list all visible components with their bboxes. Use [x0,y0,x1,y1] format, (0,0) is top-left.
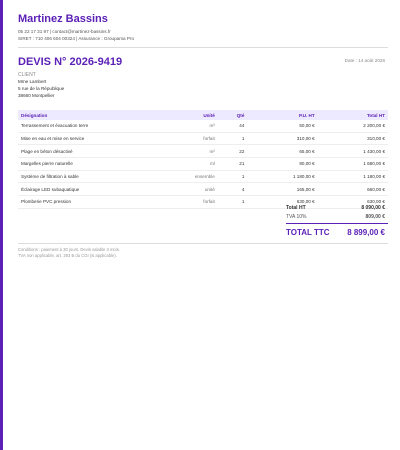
cell: ensemble [166,170,218,184]
cell: 1 430,00 € [317,144,388,159]
header-row: Désignation Unité Qté P.U. HT Total HT [18,110,388,120]
cell: 50,00 € [247,120,318,133]
cell: ml [166,157,218,171]
cell: 21 [217,157,248,171]
cell: 65,00 € [247,144,318,159]
legal-line: SIRET : 710 406 604 00324 | Assurance : … [18,36,135,41]
company-name: Martinez Bassins [18,13,108,25]
quote-title: DEVIS N° 2026-9419 [18,56,123,68]
item-row: Système de filtration à sable ensemble 1 1 … [18,170,388,184]
footer-line: Conditions : paiement à 30 jours. Devis … [18,247,120,252]
cell: 630,00 € [247,195,318,209]
column-header: Désignation [18,110,166,120]
footer-line: TVA non applicable, art. 293 B du CGI (s… [18,253,117,258]
total-label: TOTAL TTC [286,228,330,237]
cell: Margelles pierre naturelle [18,157,166,171]
contact-line: 05 22 17 31 97 | contact@martinez-bassin… [18,29,111,34]
item-row: Plomberie PVC pression forfait 1 630,00 €63… [18,195,388,209]
cell: 1 [217,195,248,209]
client-name: Mme Lambert [18,79,47,84]
cell: Plomberie PVC pression [18,195,166,209]
cell: 1 [217,170,248,184]
total-value: 809,00 € [365,214,385,220]
item-row: Margelles pierre naturelle ml 21 80,00 €1 6… [18,157,388,171]
cell: Plage en béton désactivé [18,144,166,159]
cell: m² [166,144,218,159]
column-header: Qté [217,110,248,120]
client-street: 5 rue de la République [18,86,65,91]
cell: 630,00 € [317,195,388,209]
cell: Système de filtration à sable [18,170,166,184]
cell: 660,00 € [317,182,388,197]
cell: 165,00 € [247,182,318,197]
divider [286,223,388,224]
quote-date: Date : 14 août 2026 [344,58,385,63]
cell: forfait [166,132,218,146]
total-value: 8 899,00 € [347,228,385,237]
cell: 310,00 € [247,132,318,146]
items-table: Désignation Unité Qté P.U. HT Total HT Terras… [18,110,388,209]
cell: 2 200,00 € [317,120,388,133]
divider [18,47,388,48]
cell: Mise en eau et mise en service [18,132,166,146]
cell: 1 180,00 € [247,170,318,184]
cell: Terrassement et évacuation terre [18,120,166,133]
item-row: Mise en eau et mise en service forfait 1 31… [18,132,388,146]
cell: 44 [217,120,248,133]
column-header: Unité [166,110,218,120]
client-city: 38660 Montpellier [18,93,55,98]
item-row: Terrassement et évacuation terre m³ 44 50,0… [18,120,388,133]
cell: 1 680,00 € [317,157,388,171]
cell: 1 180,00 € [317,170,388,184]
cell: m³ [166,120,218,133]
divider [18,243,388,244]
cell: forfait [166,195,218,209]
column-header: P.U. HT [247,110,318,120]
cell: Éclairage LED subaquatique [18,182,166,197]
cell: unité [166,182,218,197]
cell: 1 [217,132,248,146]
cell: 4 [217,182,248,197]
total-label: TVA 10% [286,214,307,220]
total-label: Total HT [286,205,306,211]
column-header: Total HT [317,110,388,120]
item-row: Plage en béton désactivé m² 22 65,00 €1 430… [18,144,388,159]
item-row: Éclairage LED subaquatique unité 4 165,00 €… [18,182,388,197]
cell: 310,00 € [317,132,388,146]
total-value: 8 090,00 € [361,205,385,211]
cell: 80,00 € [247,157,318,171]
client-label: CLIENT [18,72,36,78]
cell: 22 [217,144,248,159]
